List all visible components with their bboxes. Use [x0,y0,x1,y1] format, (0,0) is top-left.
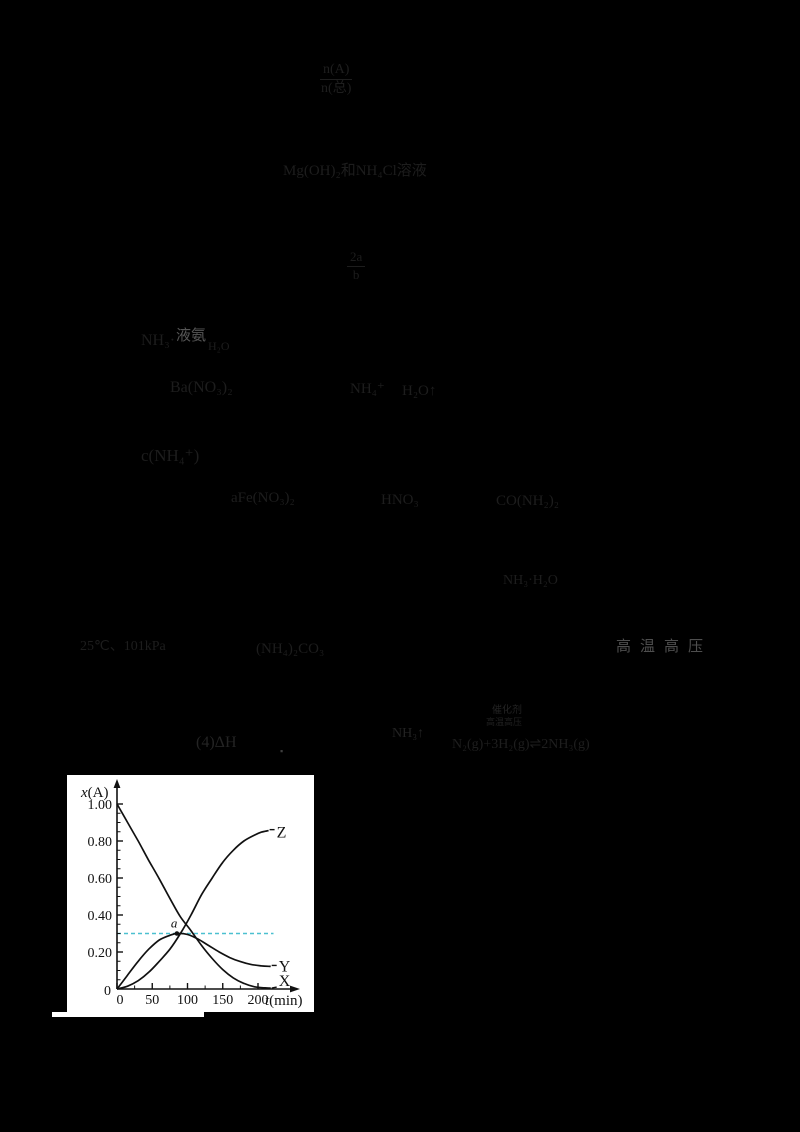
text-fragment: 液氨 [176,328,207,344]
point-a [174,931,180,936]
text-fragment: 高温高压 [486,717,523,727]
svg-text:0.80: 0.80 [88,835,113,850]
text-fragment: 高温高压 [616,639,713,655]
point-a-label: a [171,916,178,931]
text-fragment: c(NH₄⁺) [141,446,200,465]
text-fragment: H₂O↑ [402,383,437,399]
svg-text:0.20: 0.20 [88,946,113,961]
text-fragment: n(A) n(总) [320,62,353,97]
svg-text:t(min): t(min) [265,993,303,1009]
curve-label-Y: Y [279,958,291,975]
equilibrium-chart-svg: XY Z 0 50 100 150 200 0.20 0.40 0.60 0.80 1.00 0 x(A)… [80,779,303,1009]
curve-Y [116,932,271,990]
text-fragment: (4)ΔH [196,734,237,751]
svg-text:1.00: 1.00 [88,798,113,813]
curve-X [116,803,271,989]
text-fragment: 催化剂 [492,705,522,716]
text-fragment: NH₃·H₂O [503,573,558,588]
text-fragment: aFe(NO₃)₂ [231,490,295,506]
svg-text:0: 0 [117,993,124,1008]
curve-label-X: X [279,973,291,990]
text-fragment: HNO₃ [381,492,419,508]
equilibrium-chart: X Y Z 0 50 100 150 200 0.20 0.40 0.60 0.80 1.00 0 x(A)… [67,775,314,1012]
svg-text:0: 0 [104,984,111,999]
svg-text:50: 50 [145,993,159,1008]
text-fragment: 2a b [347,249,366,283]
text-fragment: 25℃、101kPa [80,639,166,654]
svg-text:x(A): x(A) [80,785,109,801]
text-fragment: NH₃· [141,332,176,349]
svg-text:200: 200 [248,993,269,1008]
text-fragment: NH₄⁺ [350,381,385,397]
text-fragment: N₂(g)+3H₂(g)⇌2NH₃(g) [452,737,590,752]
text-fragment: (NH₄)₂CO₃ [256,641,325,657]
text-fragment: Mg(OH)₂和NH₄Cl溶液 [283,163,427,179]
text-fragment: CO(NH₂)₂ [496,493,559,509]
svg-text:0.40: 0.40 [88,909,113,924]
text-fragment: NH₃↑ [392,726,425,741]
text-fragment: Ba(NO₃)₂ [170,379,233,396]
svg-text:150: 150 [212,993,233,1008]
svg-text:0.60: 0.60 [88,872,113,887]
text-fragment: H₂O [208,339,230,353]
text-fragment: ▪ [280,746,284,756]
chart-white-strip [52,1012,204,1017]
svg-text:100: 100 [177,993,198,1008]
curve-Z [116,829,269,990]
curve-label-Z: Z [277,825,287,842]
